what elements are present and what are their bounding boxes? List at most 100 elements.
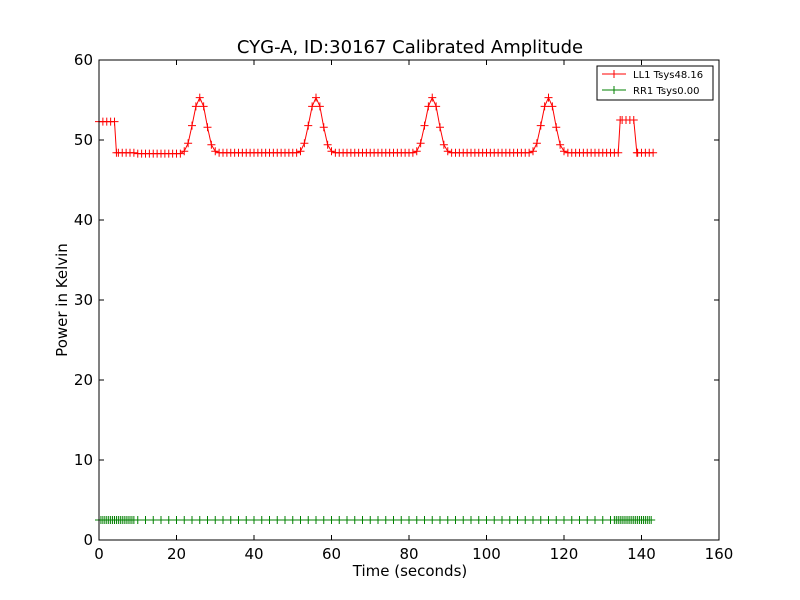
data-point bbox=[647, 516, 656, 524]
data-point bbox=[498, 516, 506, 524]
series-layer bbox=[95, 93, 658, 524]
data-point bbox=[250, 516, 258, 524]
data-point bbox=[315, 102, 324, 111]
series-2 bbox=[95, 516, 656, 524]
data-point bbox=[536, 121, 545, 130]
data-point bbox=[157, 516, 165, 524]
data-point bbox=[490, 516, 499, 524]
data-point bbox=[292, 148, 301, 157]
data-point bbox=[443, 516, 452, 524]
data-point bbox=[358, 516, 367, 524]
legend: LL1 Tsys48.16 RR1 Tsys0.00 bbox=[596, 65, 714, 101]
data-point bbox=[207, 140, 216, 149]
data-point bbox=[567, 516, 576, 524]
legend-entry: RR1 Tsys0.00 bbox=[602, 86, 700, 97]
data-point bbox=[405, 516, 413, 524]
data-point bbox=[467, 516, 475, 524]
data-point bbox=[304, 121, 313, 130]
legend-marker bbox=[610, 86, 618, 94]
y-tick-labels: 0 10 20 30 40 50 60 bbox=[74, 51, 93, 549]
data-point bbox=[428, 93, 437, 102]
data-point bbox=[335, 516, 344, 524]
data-point bbox=[180, 147, 189, 156]
data-point bbox=[180, 516, 189, 524]
data-point bbox=[219, 516, 227, 524]
x-tick-label: 0 bbox=[94, 545, 104, 563]
data-point bbox=[172, 516, 181, 524]
data-point bbox=[420, 516, 429, 524]
data-point bbox=[195, 93, 204, 102]
data-point bbox=[110, 117, 119, 126]
x-tick-label: 60 bbox=[322, 545, 341, 563]
data-point bbox=[443, 147, 452, 156]
data-point bbox=[273, 516, 282, 524]
data-point bbox=[591, 516, 599, 524]
y-tick-label: 20 bbox=[74, 371, 93, 389]
legend-label: RR1 Tsys0.00 bbox=[633, 86, 700, 97]
data-point bbox=[459, 516, 468, 524]
data-point bbox=[416, 139, 425, 148]
data-point bbox=[141, 516, 150, 524]
legend-entry: LL1 Tsys48.16 bbox=[602, 70, 703, 81]
data-point bbox=[164, 516, 173, 524]
data-point bbox=[649, 148, 658, 157]
data-point bbox=[199, 102, 208, 111]
data-point bbox=[149, 516, 158, 524]
data-point bbox=[525, 148, 534, 157]
data-point bbox=[482, 516, 491, 524]
data-point bbox=[614, 148, 623, 157]
data-point bbox=[366, 516, 375, 524]
data-point bbox=[288, 516, 297, 524]
data-point bbox=[308, 102, 317, 111]
data-point bbox=[203, 123, 212, 132]
y-tick-label: 40 bbox=[74, 211, 93, 229]
data-point bbox=[188, 121, 196, 130]
data-point bbox=[412, 147, 421, 156]
data-point bbox=[319, 516, 328, 524]
data-point bbox=[133, 516, 142, 524]
data-point bbox=[191, 102, 200, 111]
data-point bbox=[536, 516, 545, 524]
x-tick-labels: 0 20 40 60 80 100 120 140 160 bbox=[94, 545, 733, 563]
y-axis-label: Power in Kelvin bbox=[53, 243, 71, 357]
y-tick-label: 10 bbox=[74, 451, 93, 469]
data-point bbox=[211, 516, 220, 524]
data-point bbox=[203, 516, 212, 524]
y-tick-label: 60 bbox=[74, 51, 93, 69]
data-point bbox=[436, 516, 444, 524]
chart-title: CYG-A, ID:30167 Calibrated Amplitude bbox=[237, 37, 583, 58]
legend-box bbox=[596, 65, 714, 101]
data-point bbox=[327, 516, 336, 524]
data-point bbox=[552, 123, 561, 132]
data-point bbox=[323, 140, 332, 149]
data-point bbox=[432, 102, 441, 111]
data-point bbox=[188, 516, 196, 524]
data-point bbox=[184, 139, 193, 148]
data-point bbox=[420, 121, 429, 130]
data-point bbox=[412, 516, 421, 524]
x-tick-label: 140 bbox=[627, 545, 656, 563]
data-point bbox=[428, 516, 437, 524]
data-point bbox=[242, 516, 251, 524]
series-1 bbox=[95, 93, 658, 158]
data-point bbox=[548, 102, 557, 111]
data-point bbox=[521, 516, 530, 524]
x-tick-label: 120 bbox=[550, 545, 579, 563]
data-point bbox=[381, 516, 390, 524]
data-point bbox=[598, 516, 607, 524]
legend-marker bbox=[610, 70, 618, 78]
data-point bbox=[312, 93, 320, 102]
data-point bbox=[397, 516, 406, 524]
data-point bbox=[257, 516, 266, 524]
x-tick-label: 40 bbox=[244, 545, 263, 563]
data-point bbox=[529, 516, 537, 524]
data-point bbox=[374, 516, 382, 524]
y-tick-label: 50 bbox=[74, 131, 93, 149]
data-point bbox=[265, 516, 274, 524]
data-point bbox=[544, 516, 553, 524]
data-point bbox=[296, 147, 305, 156]
y-tick-label: 30 bbox=[74, 291, 93, 309]
data-point bbox=[556, 140, 565, 149]
data-point bbox=[300, 139, 309, 148]
data-point bbox=[451, 516, 460, 524]
